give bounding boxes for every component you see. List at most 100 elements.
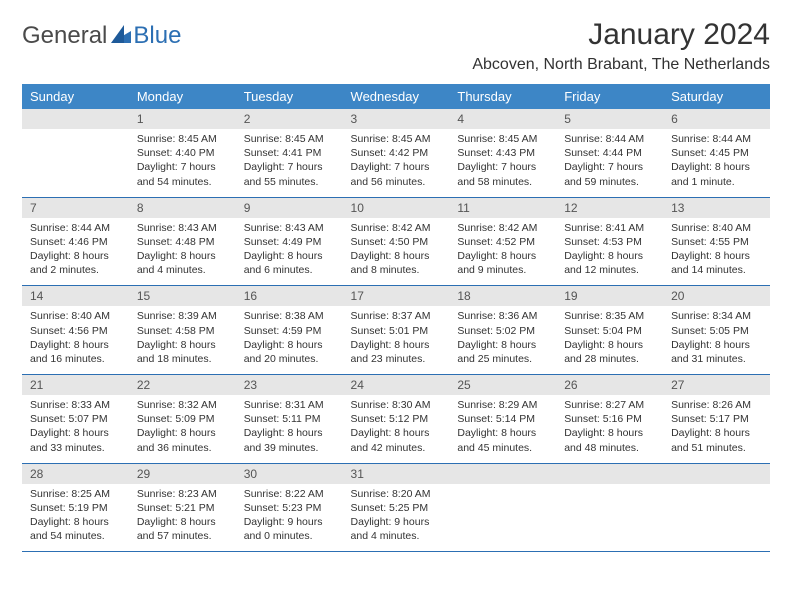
daylight-text: Daylight: 8 hours and 8 minutes. — [351, 249, 442, 277]
sunset-text: Sunset: 4:40 PM — [137, 146, 228, 160]
sunrise-text: Sunrise: 8:34 AM — [671, 309, 762, 323]
calendar-cell: 10Sunrise: 8:42 AMSunset: 4:50 PMDayligh… — [343, 197, 450, 286]
daylight-text: Daylight: 8 hours and 51 minutes. — [671, 426, 762, 454]
day-body — [22, 129, 129, 189]
daylight-text: Daylight: 8 hours and 25 minutes. — [457, 338, 548, 366]
sunset-text: Sunset: 5:21 PM — [137, 501, 228, 515]
sunrise-text: Sunrise: 8:32 AM — [137, 398, 228, 412]
calendar-cell: 7Sunrise: 8:44 AMSunset: 4:46 PMDaylight… — [22, 197, 129, 286]
weekday-header: Monday — [129, 84, 236, 109]
calendar-body: 1Sunrise: 8:45 AMSunset: 4:40 PMDaylight… — [22, 109, 770, 552]
daylight-text: Daylight: 7 hours and 56 minutes. — [351, 160, 442, 188]
calendar-cell: 16Sunrise: 8:38 AMSunset: 4:59 PMDayligh… — [236, 286, 343, 375]
sunset-text: Sunset: 4:43 PM — [457, 146, 548, 160]
calendar-cell — [556, 463, 663, 552]
calendar-cell — [22, 109, 129, 197]
heading: January 2024 Abcoven, North Brabant, The… — [472, 18, 770, 74]
sunrise-text: Sunrise: 8:45 AM — [351, 132, 442, 146]
sunset-text: Sunset: 5:07 PM — [30, 412, 121, 426]
day-number: 5 — [556, 109, 663, 129]
daylight-text: Daylight: 8 hours and 14 minutes. — [671, 249, 762, 277]
day-body: Sunrise: 8:45 AMSunset: 4:43 PMDaylight:… — [449, 129, 556, 197]
day-body: Sunrise: 8:20 AMSunset: 5:25 PMDaylight:… — [343, 484, 450, 552]
sunrise-text: Sunrise: 8:39 AM — [137, 309, 228, 323]
daylight-text: Daylight: 8 hours and 31 minutes. — [671, 338, 762, 366]
calendar-cell: 5Sunrise: 8:44 AMSunset: 4:44 PMDaylight… — [556, 109, 663, 197]
sunrise-text: Sunrise: 8:44 AM — [30, 221, 121, 235]
sunset-text: Sunset: 5:16 PM — [564, 412, 655, 426]
day-number: 6 — [663, 109, 770, 129]
calendar-week-row: 1Sunrise: 8:45 AMSunset: 4:40 PMDaylight… — [22, 109, 770, 197]
sunset-text: Sunset: 4:56 PM — [30, 324, 121, 338]
calendar-cell: 4Sunrise: 8:45 AMSunset: 4:43 PMDaylight… — [449, 109, 556, 197]
calendar-cell: 2Sunrise: 8:45 AMSunset: 4:41 PMDaylight… — [236, 109, 343, 197]
daylight-text: Daylight: 8 hours and 9 minutes. — [457, 249, 548, 277]
day-body: Sunrise: 8:42 AMSunset: 4:52 PMDaylight:… — [449, 218, 556, 286]
daylight-text: Daylight: 7 hours and 54 minutes. — [137, 160, 228, 188]
daylight-text: Daylight: 8 hours and 57 minutes. — [137, 515, 228, 543]
sunset-text: Sunset: 5:11 PM — [244, 412, 335, 426]
weekday-header: Wednesday — [343, 84, 450, 109]
sunset-text: Sunset: 5:05 PM — [671, 324, 762, 338]
daylight-text: Daylight: 9 hours and 0 minutes. — [244, 515, 335, 543]
calendar-cell: 13Sunrise: 8:40 AMSunset: 4:55 PMDayligh… — [663, 197, 770, 286]
sunrise-text: Sunrise: 8:44 AM — [564, 132, 655, 146]
day-number: 19 — [556, 286, 663, 306]
day-body: Sunrise: 8:45 AMSunset: 4:42 PMDaylight:… — [343, 129, 450, 197]
day-number: 31 — [343, 464, 450, 484]
day-number: 22 — [129, 375, 236, 395]
calendar-week-row: 7Sunrise: 8:44 AMSunset: 4:46 PMDaylight… — [22, 197, 770, 286]
sunrise-text: Sunrise: 8:26 AM — [671, 398, 762, 412]
sunrise-text: Sunrise: 8:29 AM — [457, 398, 548, 412]
sunset-text: Sunset: 4:59 PM — [244, 324, 335, 338]
calendar-cell: 19Sunrise: 8:35 AMSunset: 5:04 PMDayligh… — [556, 286, 663, 375]
calendar-cell: 14Sunrise: 8:40 AMSunset: 4:56 PMDayligh… — [22, 286, 129, 375]
day-number: 10 — [343, 198, 450, 218]
day-number: 29 — [129, 464, 236, 484]
sunset-text: Sunset: 4:41 PM — [244, 146, 335, 160]
sunrise-text: Sunrise: 8:37 AM — [351, 309, 442, 323]
sunset-text: Sunset: 4:49 PM — [244, 235, 335, 249]
sunrise-text: Sunrise: 8:45 AM — [137, 132, 228, 146]
day-body: Sunrise: 8:22 AMSunset: 5:23 PMDaylight:… — [236, 484, 343, 552]
day-body: Sunrise: 8:32 AMSunset: 5:09 PMDaylight:… — [129, 395, 236, 463]
day-body: Sunrise: 8:38 AMSunset: 4:59 PMDaylight:… — [236, 306, 343, 374]
sunset-text: Sunset: 5:04 PM — [564, 324, 655, 338]
day-number: 12 — [556, 198, 663, 218]
sunset-text: Sunset: 5:12 PM — [351, 412, 442, 426]
day-body: Sunrise: 8:45 AMSunset: 4:40 PMDaylight:… — [129, 129, 236, 197]
daylight-text: Daylight: 8 hours and 33 minutes. — [30, 426, 121, 454]
sunset-text: Sunset: 4:50 PM — [351, 235, 442, 249]
day-number: 18 — [449, 286, 556, 306]
calendar-cell — [663, 463, 770, 552]
day-body: Sunrise: 8:30 AMSunset: 5:12 PMDaylight:… — [343, 395, 450, 463]
sunrise-text: Sunrise: 8:44 AM — [671, 132, 762, 146]
sunset-text: Sunset: 5:19 PM — [30, 501, 121, 515]
day-body: Sunrise: 8:34 AMSunset: 5:05 PMDaylight:… — [663, 306, 770, 374]
sunset-text: Sunset: 5:02 PM — [457, 324, 548, 338]
day-number: 20 — [663, 286, 770, 306]
day-body: Sunrise: 8:23 AMSunset: 5:21 PMDaylight:… — [129, 484, 236, 552]
sunrise-text: Sunrise: 8:35 AM — [564, 309, 655, 323]
daylight-text: Daylight: 8 hours and 36 minutes. — [137, 426, 228, 454]
sunrise-text: Sunrise: 8:36 AM — [457, 309, 548, 323]
day-number: 16 — [236, 286, 343, 306]
daylight-text: Daylight: 8 hours and 4 minutes. — [137, 249, 228, 277]
weekday-header: Sunday — [22, 84, 129, 109]
calendar-cell: 11Sunrise: 8:42 AMSunset: 4:52 PMDayligh… — [449, 197, 556, 286]
day-number: 23 — [236, 375, 343, 395]
sunset-text: Sunset: 5:09 PM — [137, 412, 228, 426]
day-body — [449, 484, 556, 544]
calendar-cell: 15Sunrise: 8:39 AMSunset: 4:58 PMDayligh… — [129, 286, 236, 375]
day-number: 7 — [22, 198, 129, 218]
day-number: 2 — [236, 109, 343, 129]
daylight-text: Daylight: 8 hours and 16 minutes. — [30, 338, 121, 366]
daylight-text: Daylight: 8 hours and 18 minutes. — [137, 338, 228, 366]
sunset-text: Sunset: 5:01 PM — [351, 324, 442, 338]
calendar-table: Sunday Monday Tuesday Wednesday Thursday… — [22, 84, 770, 552]
calendar-cell: 30Sunrise: 8:22 AMSunset: 5:23 PMDayligh… — [236, 463, 343, 552]
day-body — [556, 484, 663, 544]
sunset-text: Sunset: 5:14 PM — [457, 412, 548, 426]
day-number: 14 — [22, 286, 129, 306]
weekday-header: Saturday — [663, 84, 770, 109]
